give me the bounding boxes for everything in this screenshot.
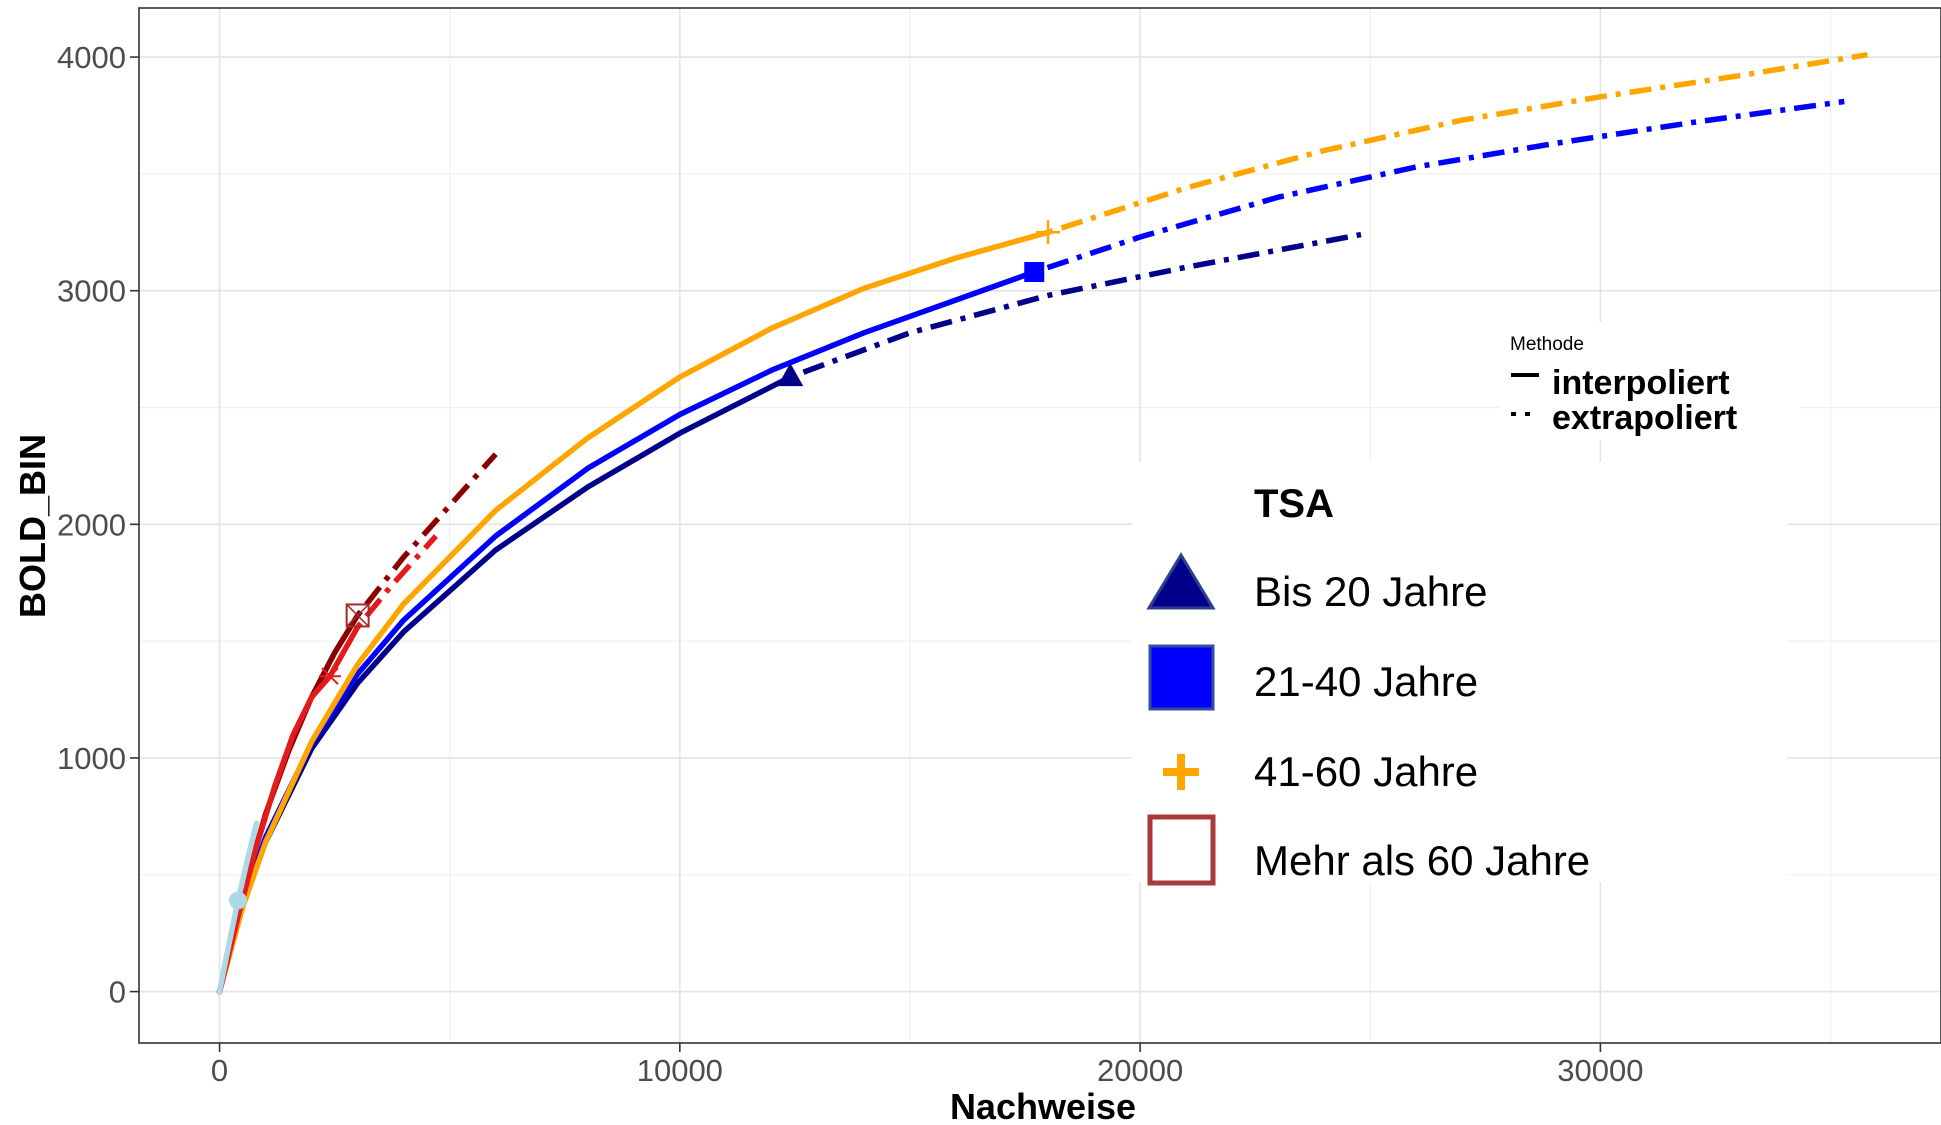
y-tick-label: 0 [109,975,126,1010]
series-marker-0 [777,363,804,387]
legend-label-41-60-jahre: 41-60 Jahre [1254,748,1478,795]
legend-label-interpoliert: interpoliert [1552,364,1730,402]
axis-ticks: 0 10000 20000 30000 0 1000 2000 3000 4000 [57,40,1643,1088]
series-extrapolated-line-1 [1033,98,1845,275]
series-extrapolated-line-3 [355,452,498,618]
series-marker-4 [319,667,342,685]
series-marker-3 [345,603,370,628]
x-tick-label: 30000 [1557,1053,1643,1088]
y-tick-label: 4000 [57,40,126,75]
y-tick-label: 2000 [57,507,126,542]
plot-panel-border [138,7,1941,1044]
legend-tsa-background [1132,462,1787,882]
legend-key-square [1148,644,1215,711]
x-axis-title: Nachweise [950,1086,1136,1125]
legend-tsa-title: TSA [1254,482,1334,526]
legend-label-extrapoliert: extrapoliert [1552,399,1737,437]
series-extrapolated-line-0 [789,231,1362,380]
legend-key-plus [1163,754,1199,790]
legend-key-triangle [1146,552,1216,610]
series-markers [228,220,1061,910]
y-axis-title: BOLD_BIN [12,434,53,618]
legend-key-open-square [1147,814,1216,886]
series-extrapolated-line-2 [1047,51,1868,235]
legend-methode: Methode interpoliert extrapoliert [1500,322,1800,440]
legend-label-bis-20-jahre: Bis 20 Jahre [1254,568,1487,615]
x-tick-label: 0 [211,1053,228,1088]
legend-tsa: TSA Bis 20 Jahre 21-40 Jahre 41-60 Jahre… [1132,462,1787,886]
y-tick-label: 3000 [57,274,126,309]
legend-label-21-40-jahre: 21-40 Jahre [1254,658,1478,705]
y-tick-label: 1000 [57,741,126,776]
series-marker-2 [1036,220,1061,245]
series-interpolated-line-2 [216,229,1051,995]
series-marker-1 [1024,262,1045,283]
series-marker-5 [228,891,247,910]
legend-methode-background [1500,322,1800,440]
series-lines [216,51,1868,995]
x-tick-label: 20000 [1097,1053,1183,1088]
x-tick-label: 10000 [637,1053,723,1088]
legend-label-mehr-als-60-jahre: Mehr als 60 Jahre [1254,837,1590,884]
legend-methode-title: Methode [1510,334,1584,355]
